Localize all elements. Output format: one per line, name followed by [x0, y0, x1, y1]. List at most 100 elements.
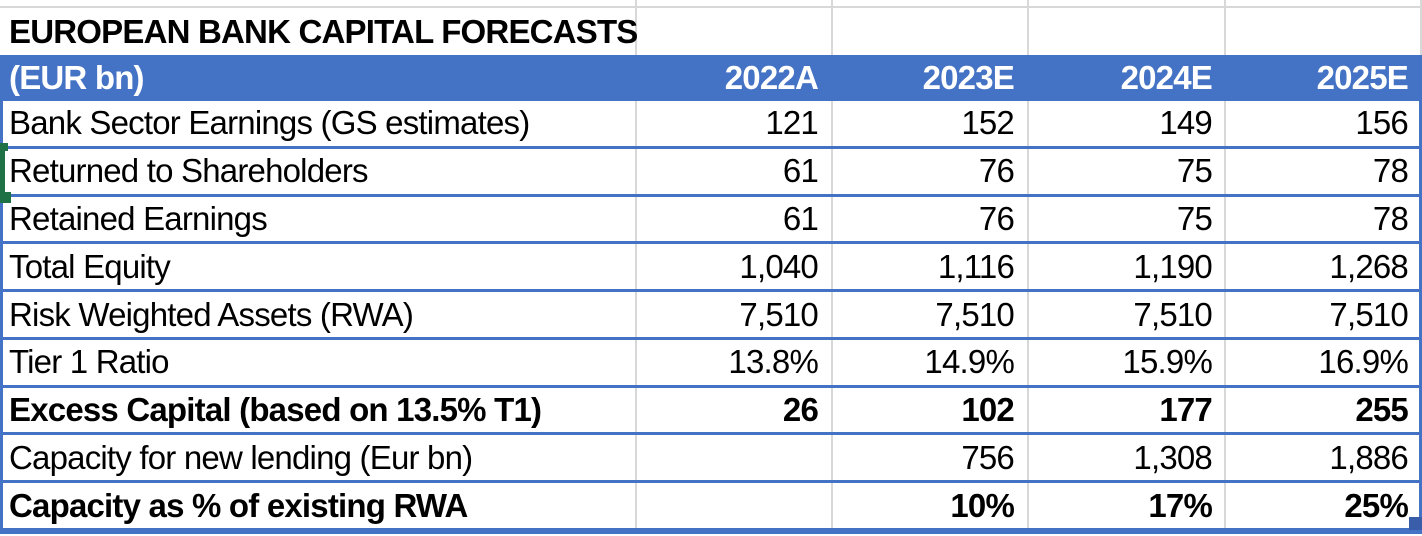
table-header-row: (EUR bn) 2022A 2023E 2024E 2025E	[0, 55, 1422, 101]
cell-value: 156	[1355, 104, 1408, 142]
value-cell[interactable]	[636, 483, 832, 528]
value-cell[interactable]: 756	[832, 435, 1028, 480]
value-cell[interactable]: 1,116	[832, 244, 1028, 289]
table-row: Capacity for new lending (Eur bn) 756 1,30…	[0, 432, 1422, 480]
cell-value: 152	[961, 104, 1014, 142]
value-cell[interactable]: 16.9%	[1226, 340, 1422, 385]
value-cell[interactable]: 156	[1226, 101, 1422, 146]
fill-handle[interactable]	[1409, 517, 1422, 530]
value-cell[interactable]: 149	[1028, 101, 1226, 146]
value-cell[interactable]: 255	[1226, 388, 1422, 433]
value-cell[interactable]: 7,510	[1028, 292, 1226, 337]
cell-value: 61	[782, 152, 819, 190]
partial-row-above	[0, 0, 1422, 8]
column-header-2022a[interactable]: 2022A	[636, 55, 832, 101]
value-cell[interactable]: 26	[636, 388, 832, 433]
column-gridline	[1224, 0, 1226, 528]
value-cell[interactable]: 7,510	[832, 292, 1028, 337]
cell-value: 61	[782, 199, 819, 237]
column-header-2025e[interactable]: 2025E	[1226, 55, 1422, 101]
value-cell[interactable]: 1,308	[1028, 435, 1226, 480]
row-label: Returned to Shareholders	[9, 152, 369, 190]
value-cell[interactable]: 177	[1028, 388, 1226, 433]
column-gridline	[1027, 0, 1029, 528]
cell-value: 255	[1355, 391, 1408, 429]
row-label-cell[interactable]: Risk Weighted Assets (RWA)	[0, 292, 636, 337]
value-cell[interactable]: 10%	[832, 483, 1028, 528]
value-cell[interactable]: 25%	[1226, 483, 1422, 528]
table-row: Excess Capital (based on 13.5% T1) 26 102 1…	[0, 384, 1422, 433]
value-cell[interactable]: 1,268	[1226, 244, 1422, 289]
value-cell[interactable]: 76	[832, 149, 1028, 194]
row-label: Total Equity	[9, 247, 171, 285]
cell-value: 78	[1372, 199, 1409, 237]
table-right-border	[1419, 101, 1422, 528]
row-label: Capacity for new lending (Eur bn)	[9, 438, 473, 476]
row-label-cell[interactable]: Retained Earnings	[0, 197, 636, 242]
column-gridline	[635, 0, 637, 528]
table-bottom-border	[0, 528, 1422, 534]
row-label-cell[interactable]: Total Equity	[0, 244, 636, 289]
value-cell[interactable]: 7,510	[1226, 292, 1422, 337]
selection-handle-bottom[interactable]	[0, 192, 11, 203]
column-header-label: 2023E	[922, 59, 1015, 96]
cell-value: 1,116	[937, 247, 1015, 285]
cell-value: 76	[978, 152, 1015, 190]
cell-value: 15.9%	[1122, 343, 1212, 381]
table-row: Total Equity 1,040 1,116 1,190 1,268	[0, 241, 1422, 289]
selection-handle-top[interactable]	[0, 143, 8, 151]
value-cell[interactable]: 14.9%	[832, 340, 1028, 385]
value-cell[interactable]: 78	[1226, 149, 1422, 194]
cell-value: 1,040	[739, 247, 818, 285]
value-cell[interactable]: 1,886	[1226, 435, 1422, 480]
row-label: Excess Capital (based on 13.5% T1)	[9, 391, 542, 429]
cell-value: 13.8%	[728, 343, 818, 381]
row-label: Risk Weighted Assets (RWA)	[9, 295, 414, 333]
table-title: EUROPEAN BANK CAPITAL FORECASTS	[9, 12, 638, 50]
cell-value: 1,308	[1133, 438, 1212, 476]
value-cell[interactable]: 75	[1028, 149, 1226, 194]
cell-value: 17%	[1148, 486, 1212, 524]
value-cell[interactable]	[636, 435, 832, 480]
row-label-cell[interactable]: Excess Capital (based on 13.5% T1)	[0, 388, 636, 433]
column-header-2023e[interactable]: 2023E	[832, 55, 1028, 101]
value-cell[interactable]: 61	[636, 149, 832, 194]
cell-value: 26	[782, 391, 819, 429]
cell-value: 1,886	[1329, 438, 1408, 476]
cell-value: 75	[1176, 199, 1213, 237]
value-cell[interactable]: 1,190	[1028, 244, 1226, 289]
row-label-cell[interactable]: Capacity as % of existing RWA	[0, 483, 636, 528]
column-gridline	[1420, 0, 1422, 55]
row-label-cell[interactable]: Capacity for new lending (Eur bn)	[0, 435, 636, 480]
cell-value: 14.9%	[924, 343, 1014, 381]
value-cell[interactable]: 121	[636, 101, 832, 146]
column-header-label: 2022A	[724, 59, 819, 96]
value-cell[interactable]: 102	[832, 388, 1028, 433]
table-row: Risk Weighted Assets (RWA) 7,510 7,510 7,51…	[0, 289, 1422, 337]
value-cell[interactable]: 15.9%	[1028, 340, 1226, 385]
value-cell[interactable]: 17%	[1028, 483, 1226, 528]
table-body: Bank Sector Earnings (GS estimates) 121 15…	[0, 101, 1422, 528]
cell-value: 78	[1372, 152, 1409, 190]
value-cell[interactable]: 13.8%	[636, 340, 832, 385]
value-cell[interactable]: 152	[832, 101, 1028, 146]
table-row: Tier 1 Ratio 13.8% 14.9% 15.9% 16.9%	[0, 336, 1422, 385]
row-label-cell[interactable]: Bank Sector Earnings (GS estimates)	[0, 101, 636, 146]
value-cell[interactable]: 78	[1226, 197, 1422, 242]
column-header-2024e[interactable]: 2024E	[1028, 55, 1226, 101]
cell-value: 177	[1159, 391, 1212, 429]
cell-value: 7,510	[1133, 295, 1212, 333]
selection-border[interactable]	[0, 146, 5, 196]
value-cell[interactable]: 1,040	[636, 244, 832, 289]
value-cell[interactable]: 7,510	[636, 292, 832, 337]
cell-value: 7,510	[935, 295, 1014, 333]
row-label-cell[interactable]: Tier 1 Ratio	[0, 340, 636, 385]
cell-value: 756	[961, 438, 1014, 476]
value-cell[interactable]: 76	[832, 197, 1028, 242]
value-cell[interactable]: 61	[636, 197, 832, 242]
value-cell[interactable]: 75	[1028, 197, 1226, 242]
table-title-cell[interactable]: EUROPEAN BANK CAPITAL FORECASTS	[0, 8, 1422, 55]
row-label-cell[interactable]: Returned to Shareholders	[0, 149, 636, 194]
unit-label-cell[interactable]: (EUR bn)	[0, 55, 636, 101]
